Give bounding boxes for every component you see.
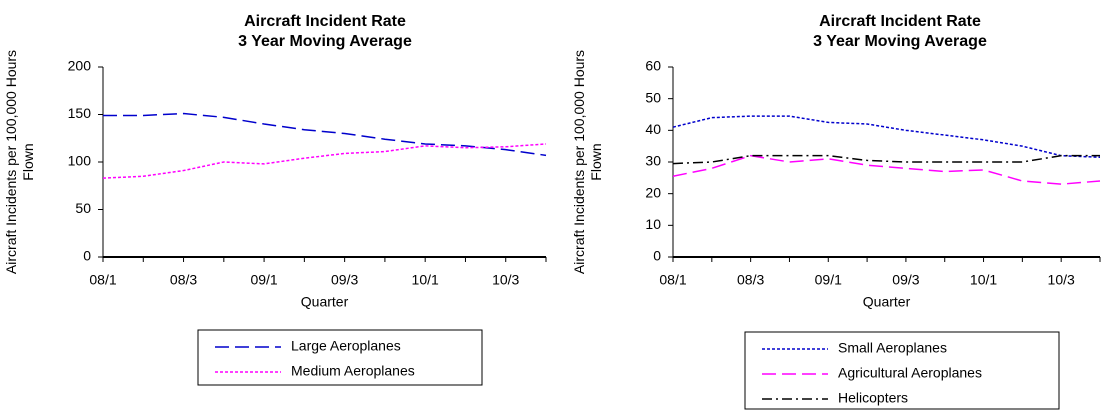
y-tick-label: 10 [645,216,661,232]
legend-label: Agricultural Aeroplanes [838,365,982,381]
y-tick-label: 60 [645,58,661,74]
x-tick-label: 10/1 [970,272,997,288]
x-tick-label: 10/1 [412,272,439,288]
x-tick-label: 10/3 [1048,272,1075,288]
x-tick-label: 08/1 [89,272,116,288]
series-line [103,112,547,157]
y-tick-label: 30 [645,153,661,169]
y-tick-label: 40 [645,121,661,137]
y-tick-label: 20 [645,184,661,200]
chart-title: Aircraft Incident Rate [244,13,406,30]
x-tick-label: 10/3 [492,272,519,288]
y-axis-label: Aircraft Incidents per 100,000 Hours Flo… [3,49,36,275]
legend-box [744,331,1060,410]
x-tick-label: 09/1 [815,272,842,288]
y-tick-label: 100 [68,153,92,169]
y-tick-label: 0 [653,248,661,264]
x-tick-label: 09/1 [250,272,277,288]
x-tick-label: 08/3 [737,272,764,288]
legend-box [197,329,483,386]
y-tick-label: 50 [645,89,661,105]
x-tick-label: 09/3 [892,272,919,288]
y-tick-label: 150 [68,105,92,121]
x-axis-label: Quarter [301,294,349,310]
y-axis-label: Aircraft Incidents per 100,000 Hours Flo… [571,49,604,275]
series-line [672,154,1100,165]
chart-subtitle: 3 Year Moving Average [238,33,412,50]
legend-label: Small Aeroplanes [838,340,947,356]
x-tick-label: 08/3 [170,272,197,288]
chart-title: Aircraft Incident Rate [819,13,981,30]
x-tick-label: 08/1 [659,272,686,288]
series-line [672,115,1101,158]
x-tick-label: 09/3 [331,272,358,288]
series-line [102,143,547,179]
legend-label: Helicopters [838,390,908,406]
y-tick-label: 50 [75,200,91,216]
x-axis-label: Quarter [863,294,911,310]
y-tick-label: 200 [68,58,92,74]
y-tick-label: 0 [83,248,91,264]
chart-subtitle: 3 Year Moving Average [813,33,987,50]
series-line [672,154,1101,185]
legend-label: Large Aeroplanes [291,338,401,354]
legend-label: Medium Aeroplanes [291,363,415,379]
